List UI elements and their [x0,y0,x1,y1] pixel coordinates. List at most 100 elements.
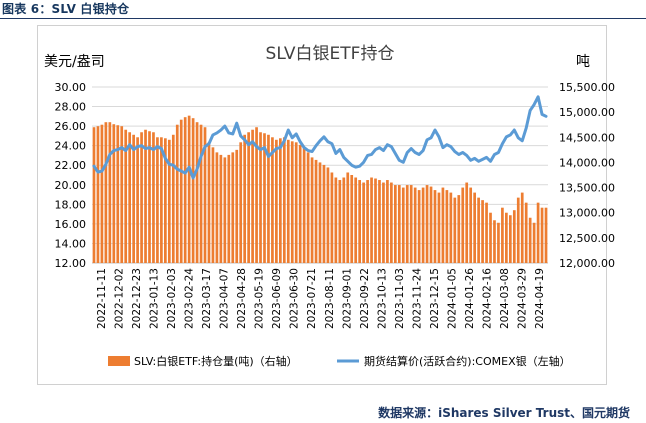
bar [489,212,492,263]
bar [397,185,401,263]
x-tick-label: 2023-11-24 [411,268,423,329]
y-left-tick-label: 18.00 [55,198,87,211]
chart-title: SLV白银ETF持仓 [266,44,395,64]
x-tick-label: 2023-05-19 [254,268,266,329]
x-tick-label: 2023-03-17 [201,268,213,329]
bar [374,178,377,263]
bar [358,180,361,263]
figure-label: 图表 6：SLV 白银持仓 [2,2,130,16]
bar [346,172,350,263]
y-left-tick-label: 26.00 [55,120,87,133]
legend: SLV:白银ETF:持仓量(吨)（右轴） 期货结算价(活跃合约):COMEX银（… [108,354,571,368]
bar [457,195,461,263]
figure-header-rule [0,18,646,19]
line-series [92,95,548,180]
bar [195,122,199,263]
bar [326,167,330,263]
bar [104,122,108,263]
bar [417,190,421,263]
bar [152,132,155,263]
bar [366,180,369,263]
bar [263,133,266,263]
x-tick-label: 2024-03-08 [499,268,511,329]
bar [544,207,548,263]
bar [485,202,488,263]
bar [413,187,417,263]
y-axis-right-label: 吨 [576,54,590,70]
bar [512,210,516,263]
y-right-tick-label: 12,500.00 [559,232,615,245]
y-right-tick-label: 13,000.00 [559,207,615,220]
y-axis-left-ticks: 12.00 14.00 16.00 18.00 20.00 22.00 24.00 26.00… [55,81,87,270]
bar [433,190,437,263]
bar [342,177,346,263]
x-tick-label: 2024-01-26 [464,268,476,329]
chart-frame [37,25,607,385]
bar [183,117,187,263]
bar [429,186,433,263]
bar [191,118,195,264]
bar [401,187,405,263]
bar [386,180,389,263]
x-tick-label: 2023-11-03 [394,268,406,329]
bar [231,152,235,263]
bar [140,132,143,263]
bar [453,197,457,263]
bar [330,172,334,263]
x-tick-label: 2022-11-11 [96,268,108,329]
y-left-tick-label: 14.00 [55,237,87,250]
bar [334,177,338,263]
bar [318,162,322,263]
bar [92,127,96,263]
bar [171,134,175,263]
bar [96,126,100,263]
bar [362,182,365,263]
bar [409,185,413,263]
x-tick-label: 2023-06-30 [289,268,301,329]
bar [393,185,397,263]
bar [227,154,231,263]
bar [235,149,239,263]
bar [247,132,250,263]
bar [239,142,243,263]
y-right-tick-label: 12,000.00 [559,257,615,270]
bar [124,129,128,263]
bar [290,141,294,263]
bar [156,137,159,263]
bar [219,154,223,263]
bar [354,177,358,263]
bar [282,137,286,263]
y-axis-right-ticks: 12,000.00 12,500.00 13,000.00 13,500.00 14,0… [559,81,615,270]
bar [449,192,453,263]
bar [314,159,318,263]
y-right-tick-label: 14,000.00 [559,156,615,169]
y-right-tick-label: 13,500.00 [559,182,615,195]
bar [390,182,393,263]
y-left-tick-label: 24.00 [55,140,87,153]
y-left-tick-label: 20.00 [55,179,87,192]
legend-label-line: 期货结算价(活跃合约):COMEX银（左轴） [364,354,571,368]
bar [338,180,342,263]
bar [481,200,484,263]
x-tick-label: 2023-04-07 [219,268,231,329]
bar [267,134,270,263]
y-left-tick-label: 28.00 [55,101,87,114]
bar [275,139,278,263]
bar [441,187,445,263]
x-tick-label: 2024-03-29 [517,268,529,329]
y-left-tick-label: 30.00 [55,81,87,94]
x-tick-label: 2023-06-09 [271,268,283,329]
x-tick-label: 2023-02-03 [166,268,178,329]
bar [120,126,124,263]
y-axis-left-label: 美元/盎司 [44,54,105,70]
x-tick-label: 2023-01-13 [148,268,160,329]
x-tick-label: 2023-12-15 [429,268,441,329]
x-tick-label: 2023-04-28 [236,268,248,329]
bar [473,192,476,263]
bar [382,182,385,263]
x-tick-label: 2024-01-05 [447,268,459,329]
bar [520,192,524,263]
bar [167,139,171,263]
y-right-tick-label: 14,500.00 [559,131,615,144]
bar [437,192,441,263]
